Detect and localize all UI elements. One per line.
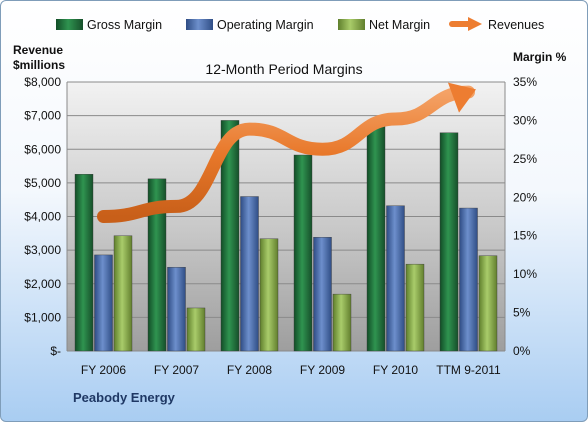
- legend-item-operating-margin: Operating Margin: [186, 18, 314, 32]
- gridlines: [66, 81, 506, 352]
- bar-operating-margin: [94, 254, 113, 352]
- bar-gross-margin: [439, 132, 459, 352]
- revenue-arrowhead: [447, 82, 477, 113]
- left-tick-label: $1,000: [24, 310, 61, 324]
- legend-swatch: [56, 19, 83, 30]
- left-tick-label: $8,000: [24, 75, 61, 89]
- right-tick-label: 20%: [513, 190, 537, 204]
- chart-title: 12-Month Period Margins: [205, 61, 362, 77]
- left-axis-ticks: $- $1,000 $2,000 $3,000 $4,000 $5,000 $6,000 $7…: [24, 75, 61, 358]
- bar-net-margin: [259, 238, 279, 352]
- x-tick-label: FY 2010: [373, 363, 418, 377]
- x-tick-label: TTM 9-2011: [436, 363, 501, 377]
- x-tick-label: FY 2008: [227, 363, 272, 377]
- bar-net-margin: [113, 235, 133, 352]
- right-tick-label: 25%: [513, 152, 537, 166]
- bar-operating-margin: [240, 196, 259, 352]
- company-name: Peabody Energy: [73, 390, 176, 405]
- bar-operating-margin: [313, 237, 332, 352]
- right-tick-label: 15%: [513, 229, 537, 243]
- bar-net-margin: [332, 293, 352, 352]
- left-axis-title-line1: Revenue: [13, 43, 63, 57]
- right-tick-label: 30%: [513, 113, 537, 127]
- right-tick-label: 5%: [513, 306, 531, 320]
- legend-label: Gross Margin: [87, 18, 162, 32]
- x-tick-label: FY 2007: [154, 363, 199, 377]
- legend-label: Operating Margin: [217, 18, 314, 32]
- legend: Gross Margin Operating Margin Net Margin…: [56, 17, 544, 32]
- bar-gross-margin: [147, 178, 167, 352]
- left-tick-label: $4,000: [24, 210, 61, 224]
- legend-swatch-arrow: [468, 17, 482, 31]
- revenue-line: [97, 85, 475, 223]
- left-tick-label: $7,000: [24, 109, 61, 123]
- bar-operating-margin: [167, 267, 186, 352]
- left-axis-title-line2: $millions: [13, 58, 65, 72]
- legend-label: Net Margin: [369, 18, 430, 32]
- left-tick-label: $2,000: [24, 277, 61, 291]
- bar-gross-margin: [293, 154, 313, 352]
- right-tick-label: 10%: [513, 267, 537, 281]
- x-axis-ticks: FY 2006 FY 2007 FY 2008 FY 2009 FY 2010 TTM 9…: [81, 363, 501, 377]
- legend-swatch: [186, 19, 213, 30]
- legend-item-gross-margin: Gross Margin: [56, 18, 162, 32]
- right-tick-label: 35%: [513, 75, 537, 89]
- left-tick-label: $3,000: [24, 243, 61, 257]
- revenue-line-layer: [97, 82, 477, 223]
- bar-net-margin: [405, 263, 425, 352]
- bar-operating-margin: [386, 205, 405, 352]
- bar-operating-margin: [459, 207, 478, 352]
- bar-gross-margin: [220, 120, 240, 352]
- right-axis-ticks: 0% 5% 10% 15% 20% 25% 30% 35%: [513, 75, 537, 358]
- bar-gross-margin: [366, 125, 386, 352]
- bars-layer: [74, 120, 498, 352]
- right-tick-label: 0%: [513, 344, 531, 358]
- x-tick-label: FY 2006: [81, 363, 126, 377]
- legend-swatch: [338, 19, 365, 30]
- left-tick-label: $5,000: [24, 176, 61, 190]
- right-axis-title: Margin %: [513, 50, 567, 64]
- left-tick-label: $-: [50, 344, 61, 358]
- bar-gross-margin: [74, 174, 94, 352]
- legend-label: Revenues: [488, 18, 544, 32]
- legend-item-revenues: Revenues: [449, 17, 544, 32]
- legend-item-net-margin: Net Margin: [338, 18, 430, 32]
- bar-net-margin: [478, 255, 498, 352]
- left-tick-label: $6,000: [24, 142, 61, 156]
- x-tick-label: FY 2009: [300, 363, 345, 377]
- bar-net-margin: [186, 307, 206, 352]
